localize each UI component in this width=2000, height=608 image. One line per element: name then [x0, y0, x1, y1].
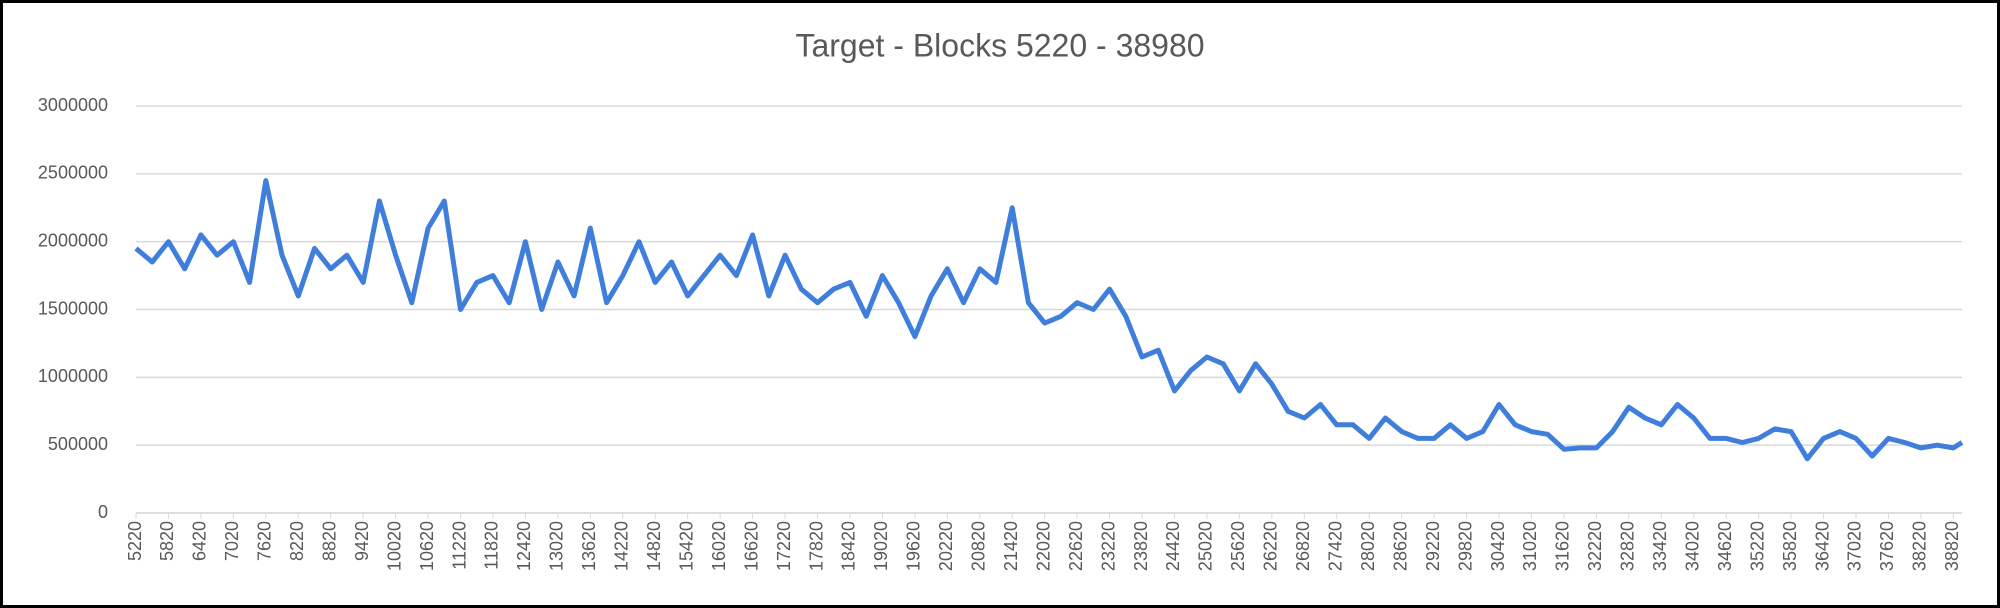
x-tick-label: 6420 — [190, 521, 210, 561]
y-tick-label: 2000000 — [38, 230, 108, 250]
x-tick-label: 16020 — [709, 521, 729, 571]
y-tick-label: 2500000 — [38, 163, 108, 183]
y-tick-label: 0 — [98, 502, 108, 522]
x-tick-label: 5820 — [157, 521, 177, 561]
x-tick-label: 38220 — [1910, 521, 1930, 571]
x-tick-label: 19620 — [904, 521, 924, 571]
y-tick-label: 1500000 — [38, 298, 108, 318]
x-tick-label: 30420 — [1488, 521, 1508, 571]
x-tick-label: 22020 — [1033, 521, 1053, 571]
x-tick-label: 31620 — [1553, 521, 1573, 571]
x-tick-label: 24420 — [1163, 521, 1183, 571]
x-tick-label: 13020 — [547, 521, 567, 571]
x-tick-label: 31020 — [1520, 521, 1540, 571]
x-tick-label: 37620 — [1877, 521, 1897, 571]
x-tick-label: 17820 — [806, 521, 826, 571]
x-tick-label: 9420 — [352, 521, 372, 561]
x-tick-label: 29220 — [1423, 521, 1443, 571]
x-tick-label: 14220 — [612, 521, 632, 571]
x-tick-label: 16620 — [741, 521, 761, 571]
x-tick-label: 37020 — [1845, 521, 1865, 571]
x-tick-label: 12420 — [514, 521, 534, 571]
y-tick-label: 500000 — [48, 434, 108, 454]
x-tick-label: 25620 — [1228, 521, 1248, 571]
x-tick-label: 28620 — [1390, 521, 1410, 571]
x-tick-label: 28020 — [1358, 521, 1378, 571]
x-tick-label: 14820 — [644, 521, 664, 571]
x-tick-label: 8220 — [287, 521, 307, 561]
x-tick-label: 35820 — [1780, 521, 1800, 571]
x-tick-label: 22620 — [1066, 521, 1086, 571]
x-tick-label: 27420 — [1325, 521, 1345, 571]
x-tick-label: 7020 — [222, 521, 242, 561]
y-tick-label: 3000000 — [38, 95, 108, 115]
x-tick-label: 18420 — [839, 521, 859, 571]
x-tick-label: 35220 — [1747, 521, 1767, 571]
x-tick-label: 23820 — [1131, 521, 1151, 571]
line-series — [134, 178, 1964, 462]
x-tick-label: 11820 — [482, 521, 502, 570]
x-tick-label: 34620 — [1715, 521, 1735, 571]
x-tick-label: 32820 — [1618, 521, 1638, 571]
x-tick-label: 5220 — [125, 521, 145, 561]
x-tick-label: 20820 — [969, 521, 989, 571]
chart-title: Target - Blocks 5220 - 38980 — [795, 27, 1204, 63]
x-tick-label: 10020 — [384, 521, 404, 571]
x-tick-label: 26220 — [1261, 521, 1281, 571]
x-tick-label: 25020 — [1196, 521, 1216, 571]
x-tick-label: 20220 — [936, 521, 956, 571]
x-tick-label: 29820 — [1455, 521, 1475, 571]
x-tick-label: 19020 — [871, 521, 891, 571]
x-tick-label: 13620 — [579, 521, 599, 571]
x-tick-label: 17220 — [774, 521, 794, 571]
x-tick-label: 11220 — [449, 521, 469, 570]
x-tick-label: 26820 — [1293, 521, 1313, 571]
x-tick-label: 23220 — [1098, 521, 1118, 571]
x-tick-label: 15420 — [676, 521, 696, 571]
x-tick-label: 34020 — [1682, 521, 1702, 571]
x-tick-label: 8820 — [319, 521, 339, 561]
x-tick-label: 32220 — [1585, 521, 1605, 571]
y-tick-label: 1000000 — [38, 366, 108, 386]
x-tick-label: 21420 — [1001, 521, 1021, 571]
x-tick-label: 7620 — [255, 521, 275, 561]
x-tick-label: 33420 — [1650, 521, 1670, 571]
x-tick-label: 38820 — [1942, 521, 1962, 571]
x-tick-label: 36420 — [1812, 521, 1832, 571]
x-tick-label: 10620 — [417, 521, 437, 571]
